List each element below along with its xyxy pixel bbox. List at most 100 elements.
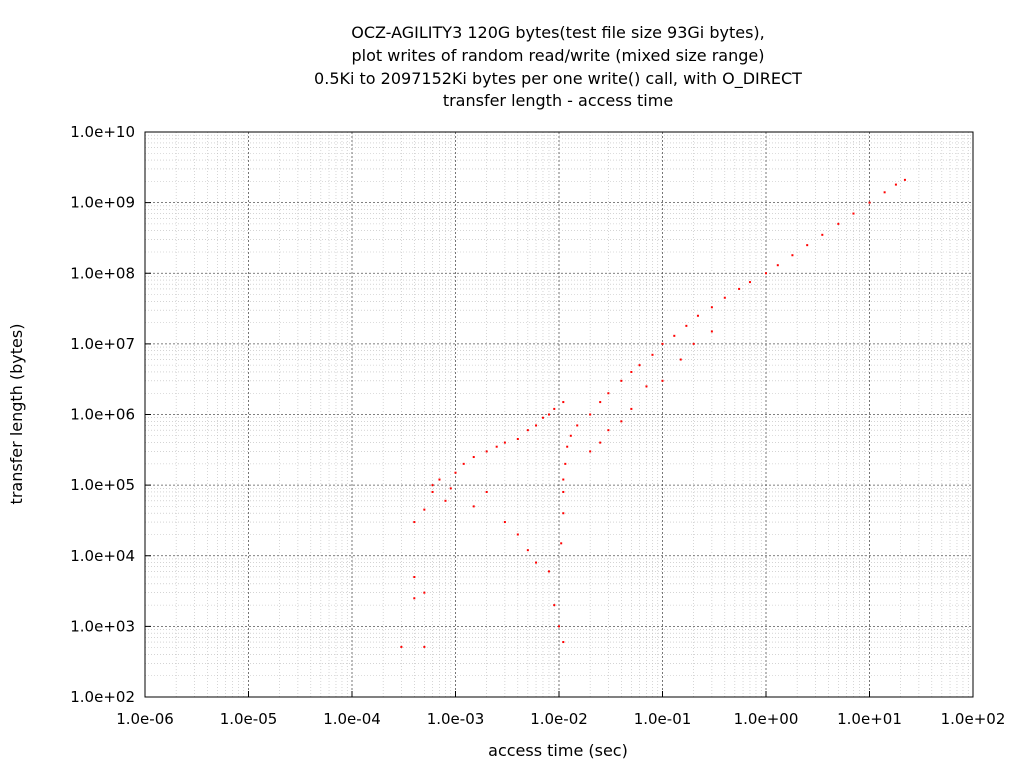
- data-point: [776, 264, 779, 267]
- y-tick-label: 1.0e+05: [70, 476, 135, 494]
- data-point: [685, 324, 688, 327]
- x-tick-label: 1.0e-01: [634, 710, 692, 728]
- chart-title: OCZ-AGILITY3 120G bytes(test file size 9…: [314, 23, 802, 110]
- data-point: [620, 420, 623, 423]
- data-point: [630, 407, 633, 410]
- data-point: [748, 281, 751, 284]
- data-point: [673, 334, 676, 337]
- data-point: [791, 254, 794, 257]
- data-point: [868, 201, 871, 204]
- x-tick-label: 1.0e-03: [427, 710, 485, 728]
- data-point: [413, 521, 416, 524]
- y-tick-label: 1.0e+10: [70, 123, 135, 141]
- data-point: [438, 478, 441, 481]
- x-tick-label: 1.0e-06: [116, 710, 174, 728]
- data-point: [576, 424, 579, 427]
- data-point: [903, 178, 906, 181]
- data-point: [589, 413, 592, 416]
- data-point: [679, 358, 682, 361]
- x-axis-ticks: 1.0e-06 1.0e-05 1.0e-04 1.0e-03 1.0e-02 1.0e-…: [116, 691, 1005, 728]
- data-point: [564, 462, 567, 465]
- data-point: [894, 183, 897, 186]
- data-point: [423, 591, 426, 594]
- data-point: [535, 561, 538, 564]
- data-point: [837, 222, 840, 225]
- data-point: [423, 508, 426, 511]
- data-point: [526, 549, 529, 552]
- data-point: [485, 450, 488, 453]
- x-axis-label: access time (sec): [488, 741, 628, 760]
- chart-title-line-2: plot writes of random read/write (mixed …: [352, 46, 765, 65]
- data-point: [630, 370, 633, 373]
- data-point: [526, 429, 529, 432]
- data-point: [562, 641, 565, 644]
- data-point: [723, 296, 726, 299]
- y-axis-ticks: 1.0e+02 1.0e+03 1.0e+04 1.0e+05 1.0e+06 1.0e+…: [70, 123, 151, 706]
- data-point: [569, 434, 572, 437]
- data-point: [645, 385, 648, 388]
- data-point: [541, 416, 544, 419]
- data-point: [516, 533, 519, 536]
- chart-title-line-1: OCZ-AGILITY3 120G bytes(test file size 9…: [351, 23, 765, 42]
- data-point: [562, 512, 565, 515]
- data-point: [449, 487, 452, 490]
- data-point: [806, 244, 809, 247]
- y-tick-label: 1.0e+09: [70, 194, 135, 212]
- data-point: [651, 353, 654, 356]
- data-point: [566, 445, 569, 448]
- data-point: [607, 392, 610, 395]
- data-point: [558, 625, 560, 628]
- data-point: [607, 429, 610, 432]
- y-tick-label: 1.0e+07: [70, 335, 135, 353]
- data-point: [423, 645, 426, 648]
- data-point: [454, 471, 457, 474]
- data-point: [472, 505, 475, 508]
- x-tick-label: 1.0e-04: [323, 710, 381, 728]
- data-point: [661, 379, 664, 382]
- major-grid: [145, 132, 973, 697]
- y-tick-label: 1.0e+02: [70, 688, 135, 706]
- data-point: [765, 272, 767, 275]
- data-point: [553, 604, 556, 607]
- y-tick-label: 1.0e+04: [70, 547, 135, 565]
- chart-title-line-4: transfer length - access time: [443, 91, 673, 110]
- data-point: [696, 314, 699, 317]
- data-point: [413, 576, 416, 579]
- data-point: [883, 191, 886, 194]
- data-point: [562, 401, 565, 404]
- data-point: [821, 233, 824, 236]
- data-point: [562, 490, 565, 493]
- data-point: [553, 407, 556, 410]
- data-point: [444, 499, 447, 502]
- data-point: [495, 445, 498, 448]
- data-point: [535, 424, 538, 427]
- y-tick-label: 1.0e+03: [70, 617, 135, 635]
- data-point: [503, 521, 506, 524]
- data-point: [710, 330, 713, 333]
- data-points: [400, 178, 906, 648]
- data-point: [472, 456, 475, 459]
- x-tick-label: 1.0e+00: [734, 710, 799, 728]
- data-point: [589, 450, 592, 453]
- data-point: [431, 490, 434, 493]
- x-tick-label: 1.0e-05: [220, 710, 278, 728]
- data-point: [413, 597, 416, 600]
- data-point: [562, 478, 565, 481]
- data-point: [560, 542, 563, 545]
- data-point: [431, 484, 434, 487]
- y-axis-label: transfer length (bytes): [7, 324, 26, 505]
- data-point: [661, 342, 664, 345]
- x-tick-label: 1.0e+02: [941, 710, 1006, 728]
- data-point: [400, 645, 403, 648]
- data-point: [692, 342, 695, 345]
- data-point: [620, 379, 623, 382]
- data-point: [599, 401, 602, 404]
- data-point: [852, 212, 855, 215]
- data-point: [516, 437, 519, 440]
- data-point: [638, 364, 641, 367]
- y-tick-label: 1.0e+08: [70, 264, 135, 282]
- data-point: [485, 490, 488, 493]
- data-point: [462, 462, 465, 465]
- y-tick-label: 1.0e+06: [70, 406, 135, 424]
- data-point: [599, 441, 602, 444]
